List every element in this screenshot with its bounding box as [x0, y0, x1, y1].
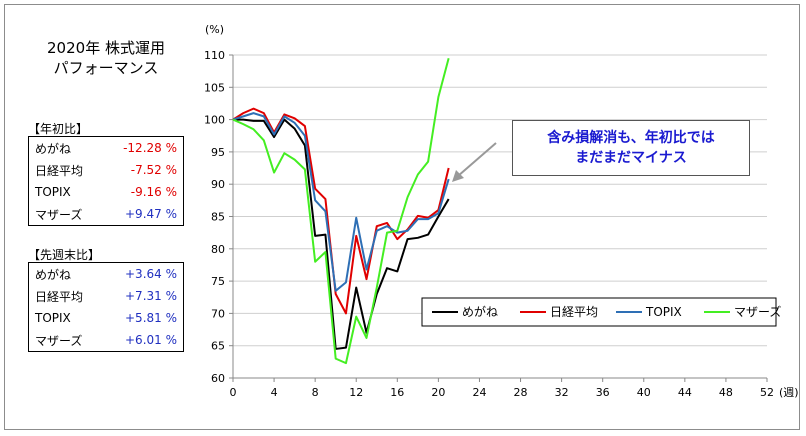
x-tick-label: 48	[719, 386, 733, 399]
x-tick-label: 0	[230, 386, 237, 399]
x-tick-label: 8	[312, 386, 319, 399]
row-value: +9.47 %	[125, 207, 177, 221]
x-tick-label: 20	[431, 386, 445, 399]
series-line-1	[232, 107, 450, 315]
table-row: マザーズ +9.47 %	[29, 203, 184, 226]
legend-entry-0: めがね	[462, 304, 498, 319]
row-name: 日経平均	[35, 163, 84, 178]
legend-entry-3: マザーズ	[734, 304, 781, 319]
row-name: マザーズ	[35, 207, 83, 222]
wow-table: めがね +3.64 % 日経平均 +7.31 % TOPIX +5.81 % マザーズ +6.…	[28, 262, 184, 352]
table-row: めがね +3.64 %	[29, 263, 184, 286]
x-tick-label: 52	[760, 386, 774, 399]
row-value: +7.31 %	[125, 289, 177, 303]
y-tick-label: 105	[204, 81, 225, 94]
row-value: -7.52 %	[130, 163, 177, 177]
row-name: TOPIX	[35, 311, 71, 325]
x-tick-label: 32	[555, 386, 569, 399]
row-name: 日経平均	[35, 289, 84, 304]
x-tick-label: 40	[637, 386, 651, 399]
x-tick-label: 44	[678, 386, 692, 399]
series-line-2	[232, 112, 450, 292]
x-tick-label: 12	[349, 386, 363, 399]
callout-box: 含み損解消も、年初比では まだまだマイナス	[512, 120, 750, 176]
legend-entry-1: 日経平均	[550, 305, 598, 319]
y-tick-label: 75	[211, 275, 225, 288]
row-value: -12.28 %	[123, 141, 177, 155]
row-name: めがね	[35, 267, 72, 282]
series-line-3	[232, 57, 450, 365]
row-value: +6.01 %	[125, 333, 177, 347]
y-tick-label: 85	[211, 211, 225, 224]
x-tick-label: 16	[390, 386, 404, 399]
y-tick-label: 110	[204, 49, 225, 62]
x-tick-label: 24	[472, 386, 486, 399]
legend-entry-2: TOPIX	[645, 305, 682, 319]
table-row: TOPIX +5.81 %	[29, 307, 184, 329]
title-line-1: 2020年 株式運用	[47, 39, 165, 57]
callout-line-2: まだまだマイナス	[575, 150, 687, 166]
x-tick-label: 36	[596, 386, 610, 399]
y-tick-label: 65	[211, 340, 225, 353]
callout-arrow	[457, 142, 497, 177]
callout-arrowhead	[452, 170, 464, 182]
chart-title: 2020年 株式運用 パフォーマンス	[36, 38, 176, 78]
row-name: めがね	[35, 141, 72, 156]
y-tick-label: 60	[211, 372, 225, 385]
title-line-2: パフォーマンス	[53, 59, 159, 77]
row-value: +3.64 %	[125, 267, 177, 281]
table-row: めがね -12.28 %	[29, 137, 184, 160]
series-line-0	[233, 118, 450, 350]
y-tick-label: 100	[204, 114, 225, 127]
y-tick-label: 90	[211, 178, 225, 191]
table-row: 日経平均 +7.31 %	[29, 285, 184, 307]
table-row: TOPIX -9.16 %	[29, 181, 184, 203]
ytd-label: 【年初比】	[28, 122, 89, 136]
x-tick-label: 28	[514, 386, 528, 399]
table-row: マザーズ +6.01 %	[29, 329, 184, 352]
y-tick-label: 95	[211, 146, 225, 159]
wow-label: 【先週末比】	[28, 248, 101, 262]
callout-line-1: 含み損解消も、年初比では	[547, 130, 715, 146]
row-value: -9.16 %	[130, 185, 177, 199]
x-axis-label: (週)	[779, 386, 799, 399]
y-tick-label: 80	[211, 243, 225, 256]
row-value: +5.81 %	[125, 311, 177, 325]
x-tick-label: 4	[271, 386, 278, 399]
y-tick-label: 70	[211, 307, 225, 320]
table-row: 日経平均 -7.52 %	[29, 159, 184, 181]
row-name: マザーズ	[35, 333, 83, 348]
row-name: TOPIX	[35, 185, 71, 199]
ytd-table: めがね -12.28 % 日経平均 -7.52 % TOPIX -9.16 % マザーズ +9…	[28, 136, 184, 226]
y-axis-label: (%)	[205, 23, 224, 36]
